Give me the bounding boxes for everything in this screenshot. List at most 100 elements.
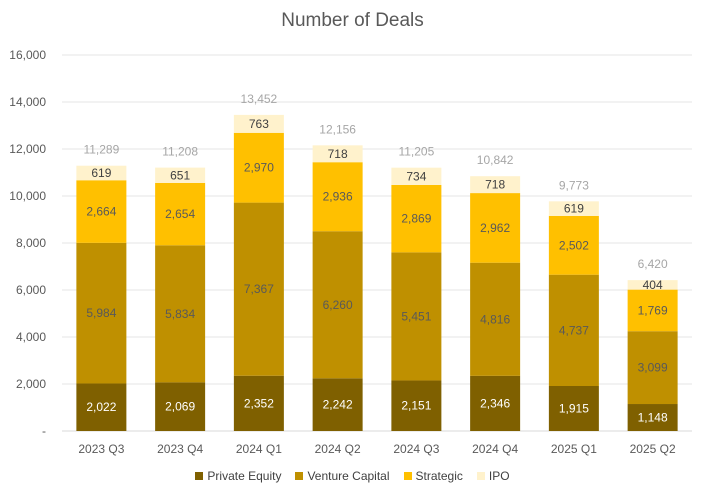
y-tick-label: 12,000 xyxy=(9,142,46,156)
bar-segment xyxy=(312,162,363,232)
bar-segment xyxy=(76,180,127,243)
y-tick-label: 14,000 xyxy=(9,95,46,109)
legend-item: Venture Capital xyxy=(295,469,390,483)
legend-swatch xyxy=(476,472,485,480)
bar-segment xyxy=(312,231,363,379)
data-label: 2,346 xyxy=(480,396,510,410)
y-tick-label: 16,000 xyxy=(9,48,46,62)
x-tick-label: 2024 Q3 xyxy=(393,442,439,456)
bar-segment xyxy=(233,202,284,376)
data-label: 718 xyxy=(328,147,348,161)
data-label: 1,148 xyxy=(638,411,668,425)
bar-segment xyxy=(548,385,599,431)
bar-segment xyxy=(470,176,521,194)
x-tick-label: 2025 Q2 xyxy=(630,442,676,456)
data-label: 734 xyxy=(406,169,426,183)
data-label: 7,367 xyxy=(244,282,274,296)
bar-segment xyxy=(470,193,521,263)
y-tick-label: 4,000 xyxy=(16,330,46,344)
data-label: 2,069 xyxy=(165,400,195,414)
bar-segment xyxy=(627,280,678,290)
total-label: 12,156 xyxy=(319,122,356,136)
bar-segment xyxy=(627,404,678,431)
data-label: 2,502 xyxy=(559,238,589,252)
y-tick-label: 6,000 xyxy=(16,283,46,297)
bar-segment xyxy=(627,289,678,332)
chart-title: Number of Deals xyxy=(281,10,424,31)
legend-item: IPO xyxy=(476,469,510,483)
data-label: 2,654 xyxy=(165,207,195,221)
bar-segment xyxy=(155,182,206,246)
data-label: 763 xyxy=(249,117,269,131)
bar-segment xyxy=(470,375,521,431)
bar-segment xyxy=(155,167,206,183)
bar-segment xyxy=(76,165,127,181)
y-tick-label: 10,000 xyxy=(9,189,46,203)
total-label: 10,842 xyxy=(477,153,514,167)
data-label: 5,984 xyxy=(86,306,116,320)
data-label: 5,834 xyxy=(165,307,195,321)
legend-swatch xyxy=(403,472,412,480)
legend-swatch xyxy=(295,472,304,480)
legend-label: IPO xyxy=(488,469,510,483)
data-label: 4,816 xyxy=(480,312,510,326)
bar-segment xyxy=(391,380,442,431)
data-label: 2,242 xyxy=(323,398,353,412)
legend-item: Strategic xyxy=(403,469,463,483)
total-label: 6,420 xyxy=(638,257,668,271)
total-label: 13,452 xyxy=(241,92,278,106)
bar-segment xyxy=(155,245,206,383)
x-tick-label: 2024 Q2 xyxy=(315,442,361,456)
y-tick-label: - xyxy=(42,424,46,438)
data-label: 404 xyxy=(643,278,663,292)
data-label: 3,099 xyxy=(638,361,668,375)
data-label: 4,737 xyxy=(559,323,589,337)
data-label: 2,151 xyxy=(401,399,431,413)
bar-segment xyxy=(312,378,363,431)
bar-segment xyxy=(76,242,127,384)
data-label: 2,962 xyxy=(480,221,510,235)
bar-segment xyxy=(548,274,599,386)
bar-segment xyxy=(233,375,284,431)
legend-item: Private Equity xyxy=(195,469,281,483)
data-label: 2,869 xyxy=(401,212,431,226)
bar-segment xyxy=(470,262,521,376)
bar-segment xyxy=(312,145,363,163)
x-tick-label: 2025 Q1 xyxy=(551,442,597,456)
bar-segment xyxy=(233,132,284,203)
x-tick-label: 2024 Q1 xyxy=(236,442,282,456)
total-label: 11,205 xyxy=(398,145,434,159)
legend-label: Private Equity xyxy=(207,469,282,483)
bar-segment xyxy=(391,167,442,185)
data-label: 2,936 xyxy=(323,190,353,204)
data-label: 619 xyxy=(91,166,111,180)
x-tick-label: 2023 Q4 xyxy=(157,442,203,456)
bar-segment xyxy=(391,184,442,253)
legend-label: Venture Capital xyxy=(307,469,390,483)
x-tick-label: 2024 Q4 xyxy=(472,442,518,456)
bar-segment xyxy=(155,382,206,431)
legend-swatch xyxy=(195,472,204,480)
y-tick-label: 2,000 xyxy=(16,377,46,391)
data-label: 1,769 xyxy=(638,303,668,317)
data-label: 6,260 xyxy=(323,298,353,312)
bar-segment xyxy=(627,331,678,405)
total-label: 11,289 xyxy=(83,143,119,157)
y-tick-label: 8,000 xyxy=(16,236,46,250)
legend-label: Strategic xyxy=(415,469,463,483)
bar-segment xyxy=(391,252,442,381)
data-label: 2,664 xyxy=(86,205,116,219)
bar-segment xyxy=(233,114,284,133)
data-label: 2,352 xyxy=(244,396,274,410)
data-label: 651 xyxy=(170,168,190,182)
data-label: 619 xyxy=(564,202,584,216)
x-tick-label: 2023 Q3 xyxy=(78,442,124,456)
data-label: 2,022 xyxy=(86,400,116,414)
total-label: 9,773 xyxy=(559,178,589,192)
bar-segment xyxy=(548,215,599,275)
data-label: 2,970 xyxy=(244,161,274,175)
bar-segment xyxy=(548,201,599,216)
total-label: 11,208 xyxy=(162,145,198,159)
legend: Private Equity Venture Capital Strategic IP… xyxy=(0,469,705,483)
